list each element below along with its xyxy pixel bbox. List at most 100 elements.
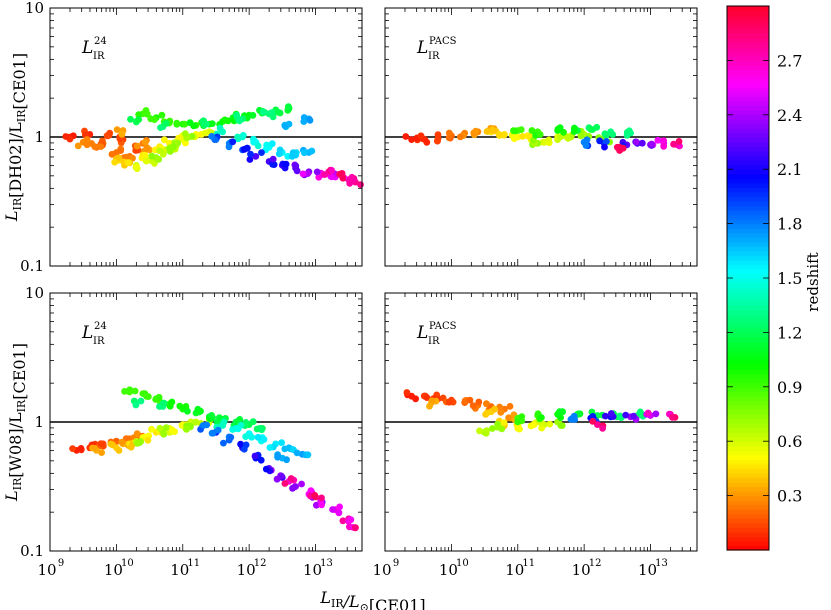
- panel-label-subscript: IR: [428, 336, 440, 347]
- data-point: [336, 170, 343, 178]
- x-tick-label-exponent: 9: [58, 558, 64, 569]
- panel-label: L: [416, 38, 428, 58]
- colorbar-segment: [727, 119, 769, 125]
- data-point: [115, 447, 123, 454]
- colorbar-segment: [727, 110, 769, 116]
- colorbar-segment: [727, 441, 769, 447]
- colorbar-segment: [727, 155, 769, 161]
- colorbar-segment: [727, 409, 769, 415]
- data-point: [135, 116, 143, 123]
- data-point: [257, 456, 265, 464]
- colorbar-segment: [727, 223, 769, 229]
- data-point: [147, 115, 155, 123]
- data-point: [538, 414, 545, 421]
- data-point: [135, 111, 143, 119]
- data-point: [216, 414, 223, 422]
- data-point: [254, 433, 262, 441]
- x-tick-label-exponent: 9: [393, 558, 399, 569]
- data-point: [208, 429, 216, 437]
- data-point: [263, 141, 270, 149]
- data-point: [162, 424, 170, 432]
- colorbar-segment: [727, 382, 769, 388]
- colorbar-segment: [727, 454, 769, 460]
- data-point: [214, 426, 222, 434]
- colorbar-segment: [727, 468, 769, 474]
- data-point: [155, 393, 163, 401]
- colorbar-tick-label: 0.3: [777, 487, 802, 506]
- data-point: [660, 137, 667, 145]
- data-point: [118, 131, 126, 138]
- data-point: [83, 141, 91, 149]
- colorbar-segment: [727, 300, 769, 306]
- x-tick-label: 10: [104, 561, 123, 579]
- data-point: [609, 131, 617, 138]
- data-point: [148, 425, 155, 433]
- data-point: [111, 158, 119, 166]
- data-point: [596, 137, 603, 145]
- colorbar-segment: [727, 146, 769, 152]
- data-point: [539, 138, 547, 146]
- colorbar-segment: [727, 205, 769, 211]
- data-point: [220, 439, 227, 447]
- data-point: [291, 483, 299, 491]
- data-point: [489, 126, 496, 134]
- data-point: [518, 413, 526, 420]
- colorbar-segment: [727, 255, 769, 261]
- x-tick-label: 10: [170, 561, 189, 579]
- x-tick-label: 10: [37, 561, 56, 579]
- data-point: [133, 142, 141, 150]
- colorbar-segment: [727, 459, 769, 465]
- x-axis-label: LIR/L⊙[CE01]: [319, 588, 425, 610]
- colorbar-segment: [727, 187, 769, 193]
- colorbar-tick-label: 1.5: [777, 269, 802, 288]
- data-point: [417, 132, 425, 140]
- data-point: [260, 436, 268, 443]
- data-point: [251, 452, 259, 460]
- x-tick-label: 10: [638, 561, 657, 579]
- data-point: [274, 453, 281, 461]
- colorbar-segment: [727, 28, 769, 34]
- data-point: [445, 129, 453, 137]
- x-tick-label: 10: [237, 561, 256, 579]
- data-point: [426, 402, 433, 410]
- data-point: [602, 132, 610, 140]
- x-tick-label-exponent: 12: [254, 558, 267, 569]
- data-point: [298, 480, 305, 488]
- colorbar-segment: [727, 359, 769, 365]
- colorbar-segment: [727, 15, 769, 21]
- data-point: [143, 392, 151, 400]
- data-point: [607, 410, 615, 417]
- colorbar-tick-label: 2.7: [777, 51, 802, 70]
- panel-label-subscript: IR: [93, 336, 105, 347]
- data-point: [670, 140, 677, 148]
- colorbar-segment: [727, 273, 769, 279]
- data-point: [321, 171, 329, 179]
- data-point: [208, 133, 216, 140]
- colorbar-segment: [727, 336, 769, 343]
- data-point: [259, 108, 267, 116]
- data-point: [216, 124, 224, 132]
- data-point: [433, 137, 441, 145]
- data-point: [281, 445, 289, 453]
- x-tick-label-exponent: 11: [522, 558, 535, 569]
- data-point: [652, 410, 660, 418]
- data-point: [281, 122, 289, 130]
- data-point: [243, 144, 251, 152]
- colorbar: 0.3 0.6 0.9 1.2 1.5 1.8 2.1 2.4 2.7 redshift: [726, 5, 822, 551]
- data-point: [308, 147, 316, 155]
- data-point: [469, 402, 477, 410]
- data-point: [250, 138, 258, 146]
- colorbar-segment: [727, 142, 769, 148]
- data-point: [434, 131, 442, 139]
- colorbar-segment: [727, 404, 769, 411]
- data-point: [506, 403, 514, 410]
- colorbar-segment: [727, 509, 769, 515]
- data-point: [329, 506, 336, 513]
- x-tick-label-exponent: 13: [655, 558, 668, 569]
- x-tick-label: 10: [303, 561, 322, 579]
- data-point: [104, 132, 112, 140]
- colorbar-segment: [727, 137, 769, 143]
- data-point: [638, 139, 646, 147]
- data-point: [402, 133, 410, 140]
